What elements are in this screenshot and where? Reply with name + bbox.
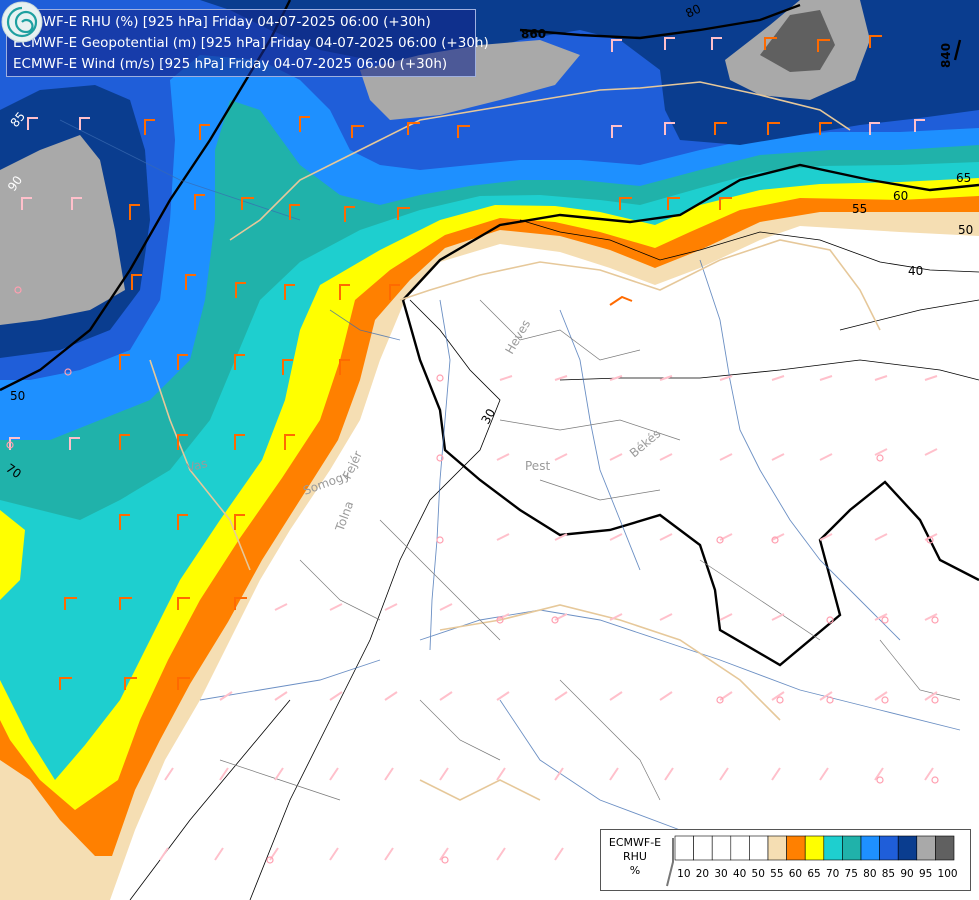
county-borders [219, 299, 961, 801]
rhu-contours [129, 219, 979, 900]
contour-labels: 85 90 50 70 65 60 55 50 40 30 80 860 840 [3, 2, 973, 482]
region-vas: Vas [185, 456, 209, 475]
legend-swatches [666, 835, 955, 887]
legend-tick-label: 10 [677, 868, 691, 880]
legend-tick-label: 75 [844, 868, 858, 880]
rhu-label-30: 30 [478, 406, 498, 426]
legend-swatch [916, 835, 936, 861]
legend-tick-label: 40 [732, 868, 747, 880]
region-pest: Pest [525, 459, 550, 473]
legend-variable: RHU [623, 850, 647, 863]
rhu-label-65: 65 [956, 171, 971, 185]
legend-tick-label: 65 [807, 868, 821, 880]
wind-barbs [9, 35, 938, 861]
legend-tick-label: 80 [863, 868, 877, 880]
legend-tick-label: 90 [900, 868, 914, 880]
legend-tick-label: 100 [937, 868, 958, 880]
legend-swatch [674, 835, 694, 861]
legend-swatch [730, 835, 750, 861]
legend-tick-label: 30 [714, 868, 728, 880]
calm-wind-circles [6, 286, 939, 864]
legend-tick-label: 70 [825, 868, 840, 880]
region-tolna: Tolna [332, 499, 356, 534]
logo-icon [1, 1, 43, 43]
legend-swatch [711, 835, 732, 861]
legend-tick-label: 55 [770, 868, 784, 880]
legend-swatch [897, 835, 918, 861]
rhu-label-80: 80 [683, 2, 703, 21]
rhu-label-60: 60 [893, 189, 908, 203]
title-wind: ECMWF-E Wind (m/s) [925 hPa] Friday 04-0… [13, 56, 448, 72]
legend-swatch [786, 835, 806, 861]
geo-label-840: 840 [939, 43, 953, 68]
legend-label: ECMWF-E RHU % [605, 836, 665, 878]
legend-swatch [804, 835, 825, 861]
rhu-label-55: 55 [852, 202, 867, 216]
geo-label-860: 860 [521, 27, 546, 41]
rhu-band-95 [760, 10, 835, 72]
legend-swatch [749, 835, 769, 861]
legend-swatch [842, 835, 862, 861]
legend-swatch [935, 835, 955, 861]
rhu-patch-60 [0, 510, 25, 600]
legend-tick-label: 85 [881, 868, 896, 880]
legend-tick-label: 60 [788, 868, 803, 880]
rhu-label-50: 50 [958, 223, 973, 237]
title-box: ECMWF-E RHU (%) [925 hPa] Friday 04-07-2… [6, 9, 489, 77]
legend-model: ECMWF-E [608, 836, 662, 849]
rhu-band-85 [0, 0, 979, 145]
rhu-label-40: 40 [908, 264, 923, 278]
legend-tick-label: 50 [751, 868, 765, 880]
rhu-label-50-left: 50 [10, 389, 25, 403]
color-legend: ECMWF-E RHU % 10 20 30 40 50 55 60 65 70 75 80 85 90… [600, 829, 971, 891]
legend-swatch [879, 835, 899, 861]
region-heves: Heves [502, 317, 533, 356]
legend-swatch [860, 835, 880, 861]
legend-tick-label: 95 [918, 868, 933, 880]
legend-tick-label: 20 [695, 868, 710, 880]
title-rhu: ECMWF-E RHU (%) [925 hPa] Friday 04-07-2… [13, 14, 431, 30]
title-geopotential: ECMWF-E Geopotential (m) [925 hPa] Frida… [13, 35, 489, 51]
legend-swatch [767, 835, 787, 861]
legend-swatch [823, 835, 843, 861]
country-borders [149, 81, 881, 801]
legend-swatch [693, 835, 713, 861]
region-bekes: Békés [627, 427, 663, 461]
rhu-band-90-left [0, 135, 125, 325]
legend-unit: % [629, 864, 641, 877]
